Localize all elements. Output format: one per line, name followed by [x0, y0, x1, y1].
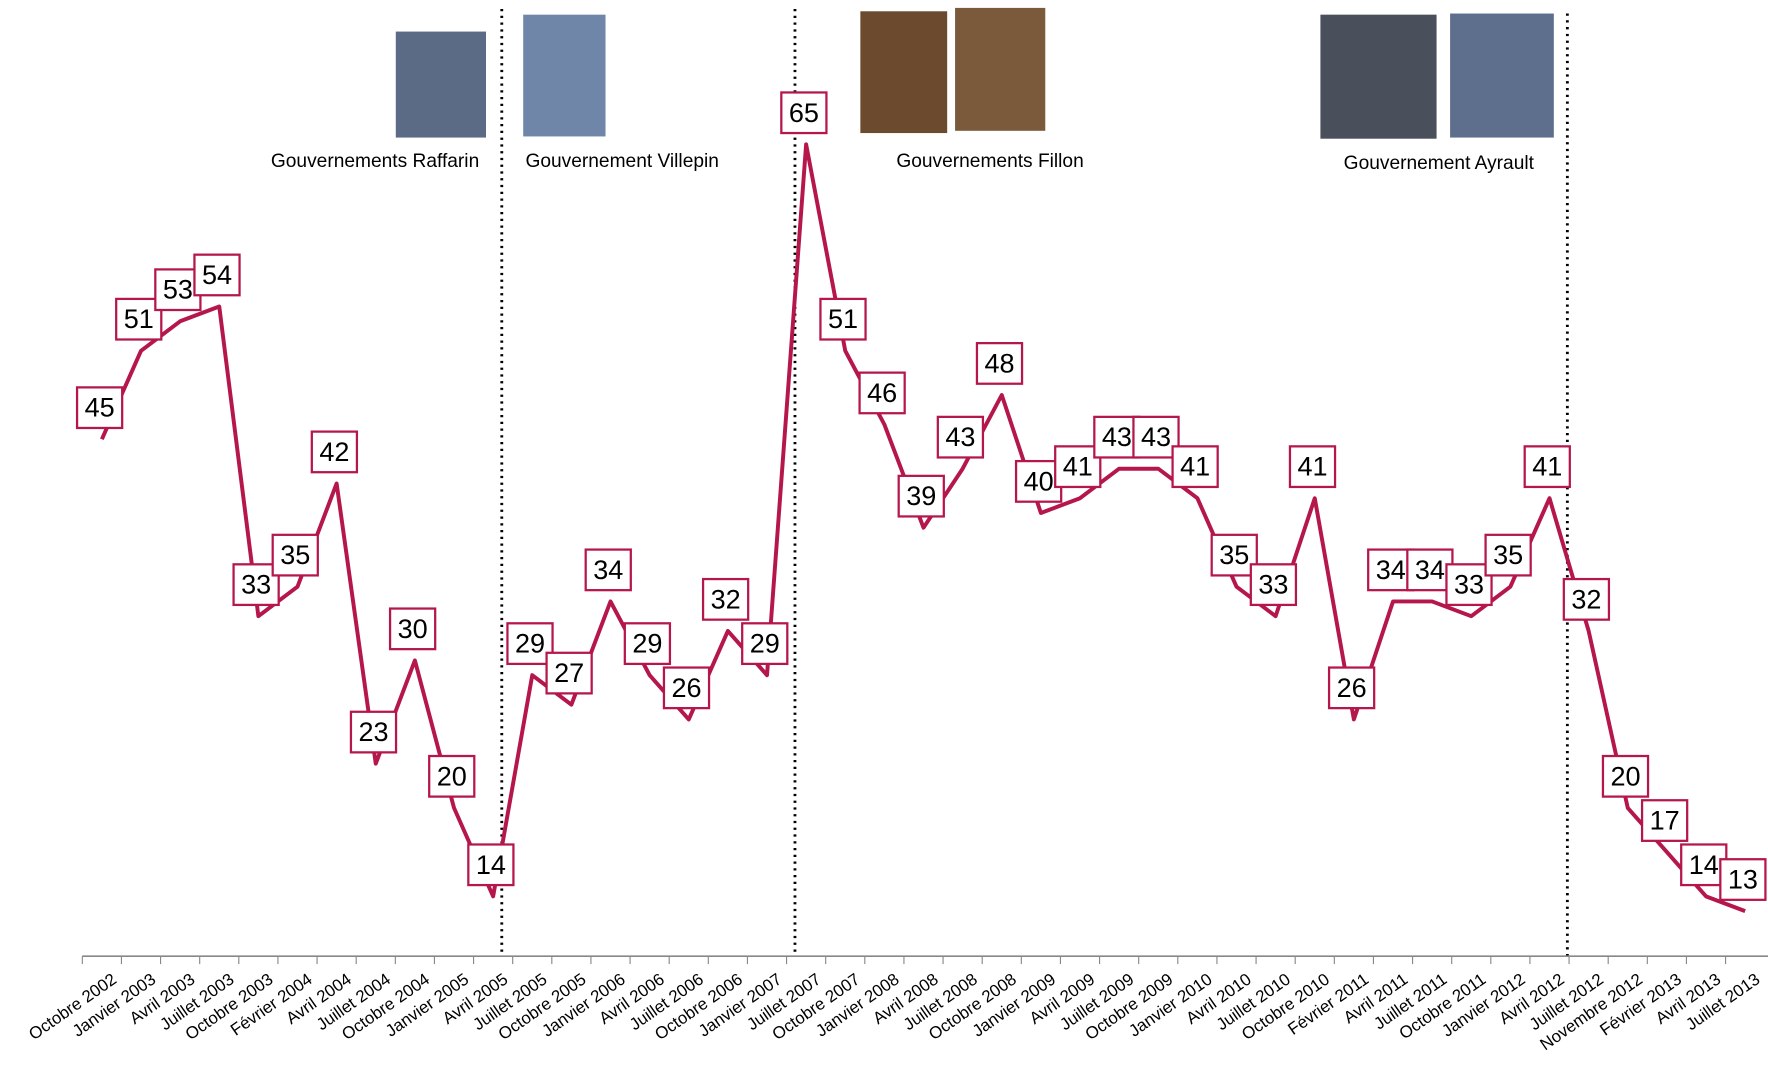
value-label: 13 [1728, 865, 1758, 895]
value-label: 48 [984, 348, 1014, 378]
value-label: 34 [1376, 555, 1406, 585]
value-label: 43 [1141, 422, 1171, 452]
value-label-box [1249, 563, 1298, 607]
value-label: 26 [1337, 673, 1367, 703]
value-label: 41 [1180, 452, 1210, 482]
value-label-box [506, 622, 554, 666]
value-label: 41 [1297, 452, 1327, 482]
value-label-box [115, 297, 163, 341]
value-label: 42 [319, 437, 349, 467]
value-label-box [193, 253, 241, 297]
value-label: 34 [1415, 555, 1445, 585]
value-label-box [897, 474, 945, 518]
value-label-box [1171, 445, 1219, 489]
value-label: 29 [750, 629, 780, 659]
value-label-box [701, 577, 750, 621]
value-label-box [662, 666, 711, 710]
annotation: Gouvernements Raffarin [271, 151, 479, 172]
value-label: 29 [515, 629, 545, 659]
value-label: 51 [828, 304, 858, 334]
value-label: 17 [1650, 806, 1680, 836]
value-label: 23 [358, 717, 388, 747]
value-label: 26 [671, 673, 701, 703]
value-label-box [858, 371, 906, 415]
value-label-box [1445, 563, 1493, 607]
value-label: 33 [241, 570, 271, 600]
value-label-box [154, 268, 202, 312]
value-label: 32 [1571, 584, 1601, 614]
value-label-box [1288, 445, 1337, 489]
value-label-box [623, 622, 672, 666]
value-label-box [388, 607, 437, 651]
value-label-box [741, 622, 789, 666]
value-label-box [349, 710, 398, 754]
photo [395, 31, 486, 138]
value-label-box [1640, 799, 1689, 842]
line [100, 142, 1746, 913]
value-label: 65 [789, 98, 819, 128]
value-label: 39 [906, 481, 936, 511]
value-label-box [428, 754, 476, 798]
value-label: 46 [867, 378, 897, 408]
plot: Gouvernements Raffarin Gouvernement Vill… [25, 7, 1768, 1054]
value-label-box [819, 297, 867, 341]
value-label: 32 [711, 584, 741, 614]
value-label: 33 [1454, 570, 1484, 600]
value-label-box [1601, 754, 1650, 798]
value-label-box [1210, 533, 1258, 577]
value-label: 43 [945, 422, 975, 452]
value-label-box [584, 548, 632, 592]
value-label: 35 [280, 540, 310, 570]
value-label: 53 [163, 275, 193, 305]
value-label: 41 [1063, 452, 1093, 482]
annotation: Gouvernement Villepin [525, 151, 718, 172]
value-label-box [780, 91, 828, 135]
photo [1450, 13, 1554, 138]
value-label: 40 [1024, 466, 1054, 496]
value-label: 14 [476, 850, 506, 880]
value-label-box [232, 563, 280, 607]
value-label: 20 [1610, 761, 1640, 791]
value-label: 27 [554, 658, 584, 688]
annotation: Gouvernement Ayrault [1344, 153, 1535, 174]
value-label-box [271, 533, 319, 577]
value-label-box [975, 342, 1024, 385]
photo [1320, 14, 1437, 139]
value-label-box [1484, 533, 1532, 577]
value-label: 45 [85, 393, 115, 423]
value-label-box [1367, 548, 1415, 592]
annotation: Gouvernements Fillon [896, 151, 1083, 172]
value-label: 20 [437, 761, 467, 791]
photo [955, 7, 1046, 131]
value-label-box [1327, 666, 1376, 710]
value-label: 14 [1689, 850, 1719, 880]
value-label-box [1132, 415, 1180, 459]
value-label-box [545, 651, 593, 695]
value-label: 41 [1532, 452, 1562, 482]
value-label: 30 [398, 614, 428, 644]
value-label: 29 [632, 629, 662, 659]
value-label-box [467, 843, 515, 887]
value-label: 54 [202, 260, 232, 290]
value-label: 35 [1219, 540, 1249, 570]
value-label-box [1054, 445, 1102, 489]
value-label: 35 [1493, 540, 1523, 570]
photo [860, 11, 948, 134]
value-label: 33 [1258, 570, 1288, 600]
value-label-box [75, 386, 124, 430]
value-label-box [936, 415, 985, 459]
value-label: 34 [593, 555, 623, 585]
value-label-box [310, 430, 359, 474]
value-label: 51 [124, 304, 154, 334]
value-label-box [1523, 445, 1571, 489]
value-label-box [1719, 858, 1767, 901]
value-label-box [1562, 577, 1611, 621]
value-label: 43 [1102, 422, 1132, 452]
photo [523, 14, 606, 137]
